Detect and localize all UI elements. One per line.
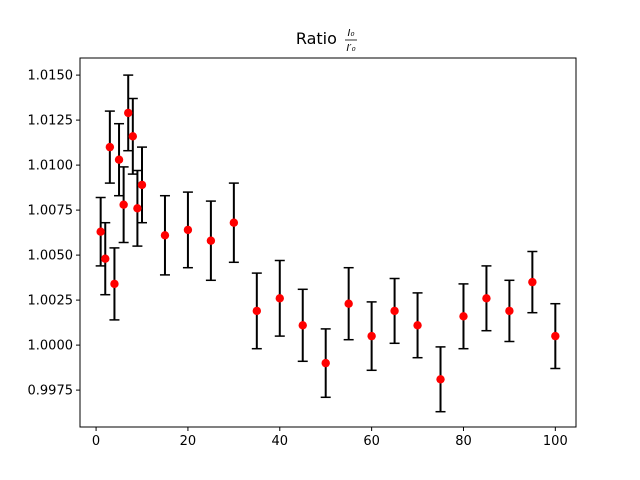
x-tick-label: 20	[180, 434, 197, 449]
data-point	[105, 142, 115, 152]
data-point	[128, 132, 138, 141]
axes-frame	[79, 57, 577, 428]
data-point	[551, 331, 560, 341]
data-point	[133, 204, 142, 213]
data-point	[390, 306, 399, 316]
data-point	[110, 279, 119, 289]
y-tick-label: 0.9975	[28, 384, 74, 399]
data-point	[436, 375, 445, 384]
chart-title-denominator: I′₀	[346, 43, 355, 54]
x-tick-label: 60	[363, 434, 380, 449]
data-point	[96, 227, 105, 236]
data-point	[114, 155, 124, 164]
data-point	[275, 294, 284, 303]
data-point	[124, 108, 133, 118]
data-point	[482, 294, 491, 303]
data-point	[321, 358, 330, 368]
data-point	[528, 277, 537, 287]
y-tick-label: 1.0000	[28, 339, 74, 354]
x-tick-label: 80	[455, 434, 472, 449]
data-point	[344, 299, 353, 308]
chart-title: Ratio I₀ I′₀	[296, 28, 357, 54]
data-point	[298, 321, 307, 330]
chart-title-prefix: Ratio	[296, 29, 342, 48]
x-tick-label: 40	[272, 434, 289, 449]
data-point	[183, 225, 193, 235]
y-tick-label: 1.0125	[28, 114, 74, 129]
data-point	[413, 321, 422, 330]
data-point	[137, 180, 147, 190]
y-tick-label: 1.0050	[28, 249, 74, 264]
data-point	[252, 306, 262, 316]
data-point	[505, 306, 514, 316]
data-point	[119, 200, 128, 209]
y-tick-label: 1.0075	[28, 204, 74, 219]
x-tick-label: 0	[92, 434, 100, 449]
data-point	[160, 231, 170, 240]
data-point	[229, 218, 239, 227]
data-point	[101, 254, 110, 263]
data-point	[367, 331, 376, 341]
x-tick-label: 100	[543, 434, 568, 449]
chart-title-numerator: I₀	[348, 28, 355, 39]
plot-area: 0 20 40 60 80 100 0.9975 1.0000 1.0025 1.0050 1.00…	[28, 69, 568, 449]
y-tick-label: 1.0100	[28, 159, 74, 174]
y-tick-label: 1.0150	[28, 69, 74, 84]
y-tick-label: 1.0025	[28, 294, 74, 309]
data-point	[206, 236, 216, 245]
data-point	[459, 312, 468, 321]
